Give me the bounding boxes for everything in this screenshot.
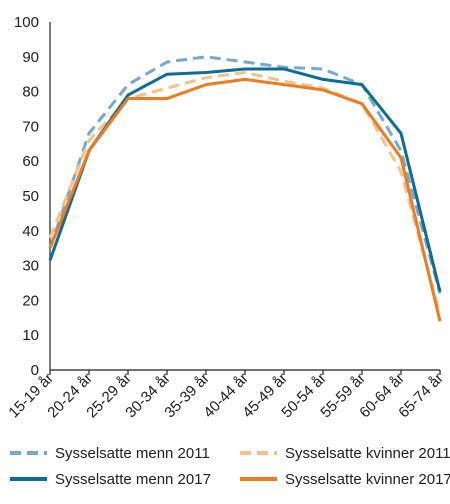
y-tick-label: 0: [31, 362, 39, 379]
series-line-1: [48, 55, 442, 294]
y-axis: 0 10 20 30 40 50 60 70 80 90 100: [14, 14, 51, 379]
y-tick-label: 70: [22, 118, 39, 135]
legend-label: Sysselsatte kvinner 2011: [285, 445, 450, 462]
y-tick-label: 40: [22, 223, 39, 240]
y-tick-label: 20: [22, 292, 39, 309]
series-lines: [48, 55, 442, 322]
y-tick-label: 60: [22, 153, 39, 170]
y-tick-label: 50: [22, 188, 39, 205]
legend-label: Sysselsatte menn 2017: [55, 471, 211, 488]
y-tick-label: 100: [14, 14, 39, 31]
series-line-3: [48, 67, 442, 293]
y-tick-label: 80: [22, 84, 39, 101]
y-tick-label: 90: [22, 49, 39, 66]
series-line-4: [48, 77, 442, 322]
legend-label: Sysselsatte kvinner 2017: [285, 471, 450, 488]
y-tick-label: 10: [22, 327, 39, 344]
y-tick-label: 30: [22, 258, 39, 275]
legend-label: Sysselsatte menn 2011: [55, 445, 210, 462]
legend: Sysselsatte menn 2011 Sysselsatte kvinner…: [10, 445, 450, 488]
